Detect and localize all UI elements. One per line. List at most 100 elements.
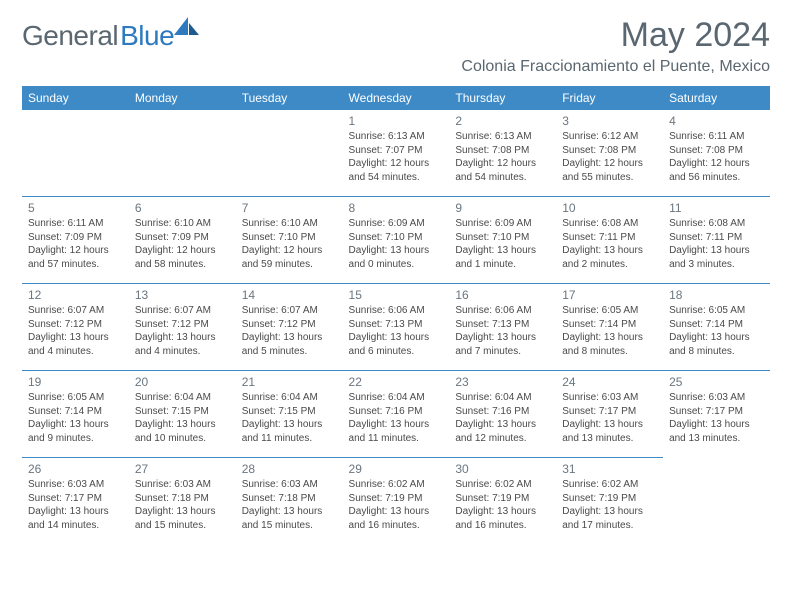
day-number: 28	[242, 461, 337, 477]
day-number: 1	[349, 113, 444, 129]
daylight-text: Daylight: 12 hours and 55 minutes.	[562, 157, 657, 184]
daylight-text: Daylight: 13 hours and 6 minutes.	[349, 331, 444, 358]
calendar-cell	[663, 458, 770, 545]
calendar-cell	[129, 110, 236, 197]
day-number: 8	[349, 200, 444, 216]
weekday-header: Tuesday	[236, 86, 343, 110]
day-number: 5	[28, 200, 123, 216]
daylight-text: Daylight: 13 hours and 12 minutes.	[455, 418, 550, 445]
calendar-cell: 8Sunrise: 6:09 AMSunset: 7:10 PMDaylight…	[343, 197, 450, 284]
sunrise-text: Sunrise: 6:02 AM	[349, 478, 444, 492]
calendar-cell: 5Sunrise: 6:11 AMSunset: 7:09 PMDaylight…	[22, 197, 129, 284]
calendar-cell: 28Sunrise: 6:03 AMSunset: 7:18 PMDayligh…	[236, 458, 343, 545]
calendar-cell: 20Sunrise: 6:04 AMSunset: 7:15 PMDayligh…	[129, 371, 236, 458]
day-number: 3	[562, 113, 657, 129]
sunset-text: Sunset: 7:16 PM	[349, 405, 444, 419]
daylight-text: Daylight: 13 hours and 0 minutes.	[349, 244, 444, 271]
sunset-text: Sunset: 7:14 PM	[28, 405, 123, 419]
sunset-text: Sunset: 7:19 PM	[562, 492, 657, 506]
day-number: 29	[349, 461, 444, 477]
top-bar: GeneralBlue May 2024 Colonia Fraccionami…	[22, 18, 770, 76]
sunrise-text: Sunrise: 6:04 AM	[455, 391, 550, 405]
calendar-cell: 26Sunrise: 6:03 AMSunset: 7:17 PMDayligh…	[22, 458, 129, 545]
sunset-text: Sunset: 7:13 PM	[349, 318, 444, 332]
sunrise-text: Sunrise: 6:06 AM	[349, 304, 444, 318]
daylight-text: Daylight: 12 hours and 54 minutes.	[349, 157, 444, 184]
day-number: 18	[669, 287, 764, 303]
daylight-text: Daylight: 13 hours and 4 minutes.	[135, 331, 230, 358]
sunset-text: Sunset: 7:10 PM	[242, 231, 337, 245]
calendar-cell: 17Sunrise: 6:05 AMSunset: 7:14 PMDayligh…	[556, 284, 663, 371]
calendar-cell: 15Sunrise: 6:06 AMSunset: 7:13 PMDayligh…	[343, 284, 450, 371]
daylight-text: Daylight: 13 hours and 17 minutes.	[562, 505, 657, 532]
calendar-cell: 13Sunrise: 6:07 AMSunset: 7:12 PMDayligh…	[129, 284, 236, 371]
calendar-cell	[22, 110, 129, 197]
sunrise-text: Sunrise: 6:08 AM	[669, 217, 764, 231]
brand-part1: General	[22, 20, 118, 52]
daylight-text: Daylight: 12 hours and 58 minutes.	[135, 244, 230, 271]
weekday-header: Sunday	[22, 86, 129, 110]
daylight-text: Daylight: 13 hours and 8 minutes.	[669, 331, 764, 358]
sunrise-text: Sunrise: 6:08 AM	[562, 217, 657, 231]
calendar-cell: 3Sunrise: 6:12 AMSunset: 7:08 PMDaylight…	[556, 110, 663, 197]
day-number: 21	[242, 374, 337, 390]
weekday-header: Wednesday	[343, 86, 450, 110]
sunrise-text: Sunrise: 6:10 AM	[242, 217, 337, 231]
day-number: 14	[242, 287, 337, 303]
calendar-cell: 6Sunrise: 6:10 AMSunset: 7:09 PMDaylight…	[129, 197, 236, 284]
day-number: 24	[562, 374, 657, 390]
calendar-cell: 9Sunrise: 6:09 AMSunset: 7:10 PMDaylight…	[449, 197, 556, 284]
calendar-row: 26Sunrise: 6:03 AMSunset: 7:17 PMDayligh…	[22, 458, 770, 545]
calendar-row: 5Sunrise: 6:11 AMSunset: 7:09 PMDaylight…	[22, 197, 770, 284]
sunset-text: Sunset: 7:18 PM	[242, 492, 337, 506]
day-number: 11	[669, 200, 764, 216]
sunrise-text: Sunrise: 6:11 AM	[28, 217, 123, 231]
calendar-cell: 7Sunrise: 6:10 AMSunset: 7:10 PMDaylight…	[236, 197, 343, 284]
daylight-text: Daylight: 13 hours and 15 minutes.	[242, 505, 337, 532]
sunrise-text: Sunrise: 6:03 AM	[242, 478, 337, 492]
calendar-cell: 10Sunrise: 6:08 AMSunset: 7:11 PMDayligh…	[556, 197, 663, 284]
daylight-text: Daylight: 13 hours and 10 minutes.	[135, 418, 230, 445]
sunrise-text: Sunrise: 6:04 AM	[135, 391, 230, 405]
calendar-cell: 22Sunrise: 6:04 AMSunset: 7:16 PMDayligh…	[343, 371, 450, 458]
daylight-text: Daylight: 12 hours and 57 minutes.	[28, 244, 123, 271]
sail-icon	[174, 17, 200, 42]
brand-part2: Blue	[120, 20, 174, 52]
sunset-text: Sunset: 7:13 PM	[455, 318, 550, 332]
day-number: 26	[28, 461, 123, 477]
day-number: 10	[562, 200, 657, 216]
sunset-text: Sunset: 7:12 PM	[242, 318, 337, 332]
calendar-head: SundayMondayTuesdayWednesdayThursdayFrid…	[22, 86, 770, 110]
day-number: 31	[562, 461, 657, 477]
daylight-text: Daylight: 13 hours and 11 minutes.	[242, 418, 337, 445]
daylight-text: Daylight: 12 hours and 54 minutes.	[455, 157, 550, 184]
calendar-cell: 11Sunrise: 6:08 AMSunset: 7:11 PMDayligh…	[663, 197, 770, 284]
day-number: 20	[135, 374, 230, 390]
sunrise-text: Sunrise: 6:04 AM	[242, 391, 337, 405]
weekday-header: Saturday	[663, 86, 770, 110]
calendar-cell: 2Sunrise: 6:13 AMSunset: 7:08 PMDaylight…	[449, 110, 556, 197]
sunrise-text: Sunrise: 6:12 AM	[562, 130, 657, 144]
sunrise-text: Sunrise: 6:03 AM	[135, 478, 230, 492]
calendar-row: 12Sunrise: 6:07 AMSunset: 7:12 PMDayligh…	[22, 284, 770, 371]
daylight-text: Daylight: 13 hours and 9 minutes.	[28, 418, 123, 445]
daylight-text: Daylight: 13 hours and 8 minutes.	[562, 331, 657, 358]
daylight-text: Daylight: 12 hours and 59 minutes.	[242, 244, 337, 271]
sunset-text: Sunset: 7:12 PM	[28, 318, 123, 332]
day-number: 17	[562, 287, 657, 303]
calendar-cell: 4Sunrise: 6:11 AMSunset: 7:08 PMDaylight…	[663, 110, 770, 197]
sunrise-text: Sunrise: 6:03 AM	[28, 478, 123, 492]
calendar-cell	[236, 110, 343, 197]
title-block: May 2024 Colonia Fraccionamiento el Puen…	[461, 18, 770, 76]
sunset-text: Sunset: 7:16 PM	[455, 405, 550, 419]
calendar-row: 1Sunrise: 6:13 AMSunset: 7:07 PMDaylight…	[22, 110, 770, 197]
sunrise-text: Sunrise: 6:11 AM	[669, 130, 764, 144]
weekday-header: Monday	[129, 86, 236, 110]
sunset-text: Sunset: 7:08 PM	[669, 144, 764, 158]
day-number: 13	[135, 287, 230, 303]
sunset-text: Sunset: 7:17 PM	[669, 405, 764, 419]
daylight-text: Daylight: 13 hours and 13 minutes.	[562, 418, 657, 445]
sunrise-text: Sunrise: 6:03 AM	[669, 391, 764, 405]
daylight-text: Daylight: 13 hours and 7 minutes.	[455, 331, 550, 358]
day-number: 22	[349, 374, 444, 390]
